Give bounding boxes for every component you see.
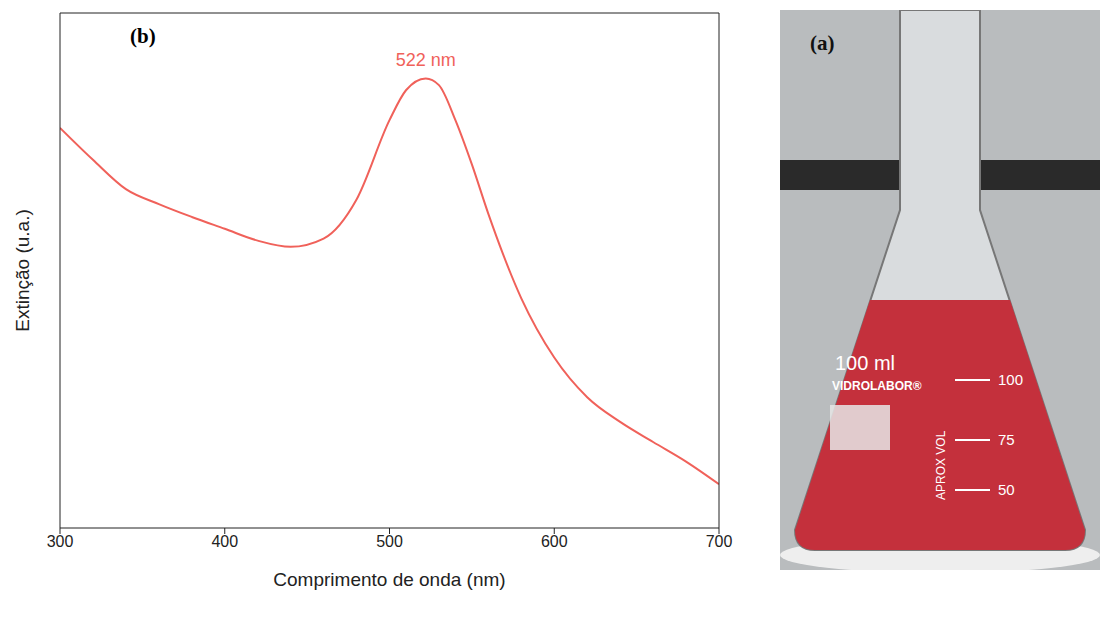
html-text:(b): (b) (130, 24, 156, 48)
svg-text:600: 600 (541, 533, 568, 550)
svg-text:300: 300 (47, 533, 74, 550)
svg-text:522 nm: 522 nm (396, 50, 456, 70)
svg-text:400: 400 (211, 533, 238, 550)
svg-text:75: 75 (998, 431, 1015, 448)
svg-text:100: 100 (998, 371, 1023, 388)
svg-text:APROX VOL: APROX VOL (934, 430, 948, 500)
svg-text:Comprimento de onda (nm): Comprimento de onda (nm) (273, 569, 505, 590)
svg-text:Extinção (u.a.): Extinção (u.a.) (12, 209, 33, 332)
svg-text:50: 50 (998, 481, 1015, 498)
svg-text:VIDROLABOR®: VIDROLABOR® (832, 379, 922, 393)
svg-text:500: 500 (376, 533, 403, 550)
svg-text:100 ml: 100 ml (835, 352, 895, 374)
svg-text:700: 700 (706, 533, 733, 550)
svg-text:(a): (a) (810, 31, 835, 55)
